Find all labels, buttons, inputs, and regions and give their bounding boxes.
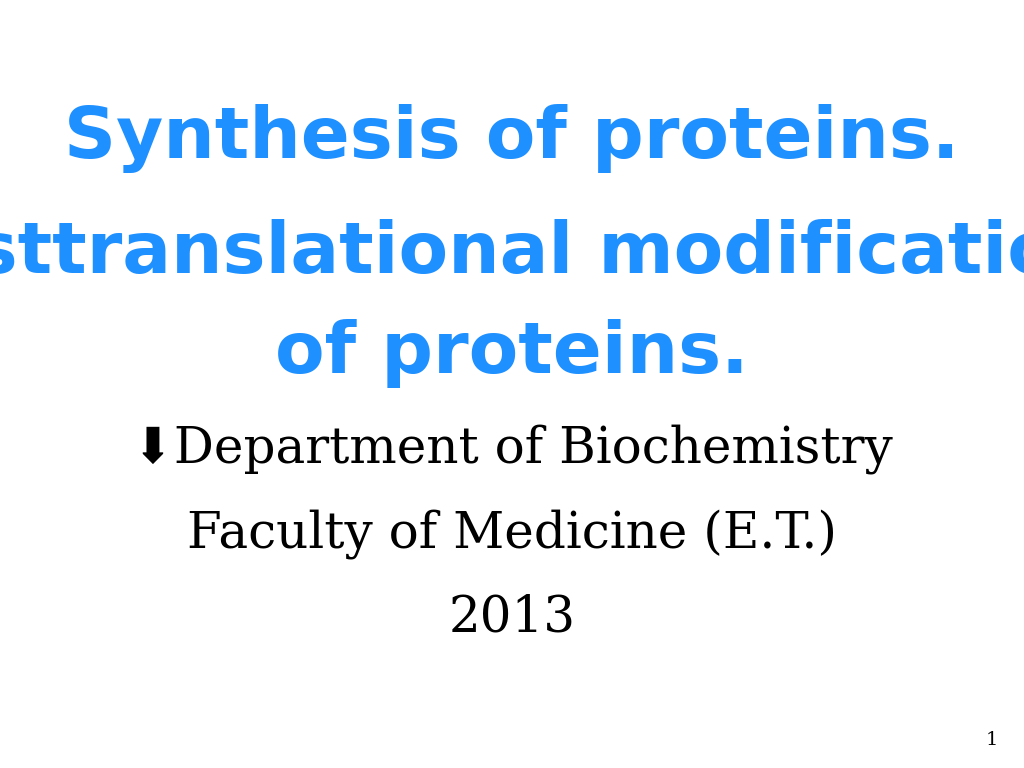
Text: ⬇Department of Biochemistry: ⬇Department of Biochemistry <box>132 424 892 475</box>
Text: Synthesis of proteins.: Synthesis of proteins. <box>65 104 959 173</box>
Text: Posttranslational modifications: Posttranslational modifications <box>0 219 1024 288</box>
Text: of proteins.: of proteins. <box>275 319 749 388</box>
Text: Faculty of Medicine (E.T.): Faculty of Medicine (E.T.) <box>187 508 837 559</box>
Text: 1: 1 <box>986 731 998 749</box>
Text: 2013: 2013 <box>449 594 575 643</box>
